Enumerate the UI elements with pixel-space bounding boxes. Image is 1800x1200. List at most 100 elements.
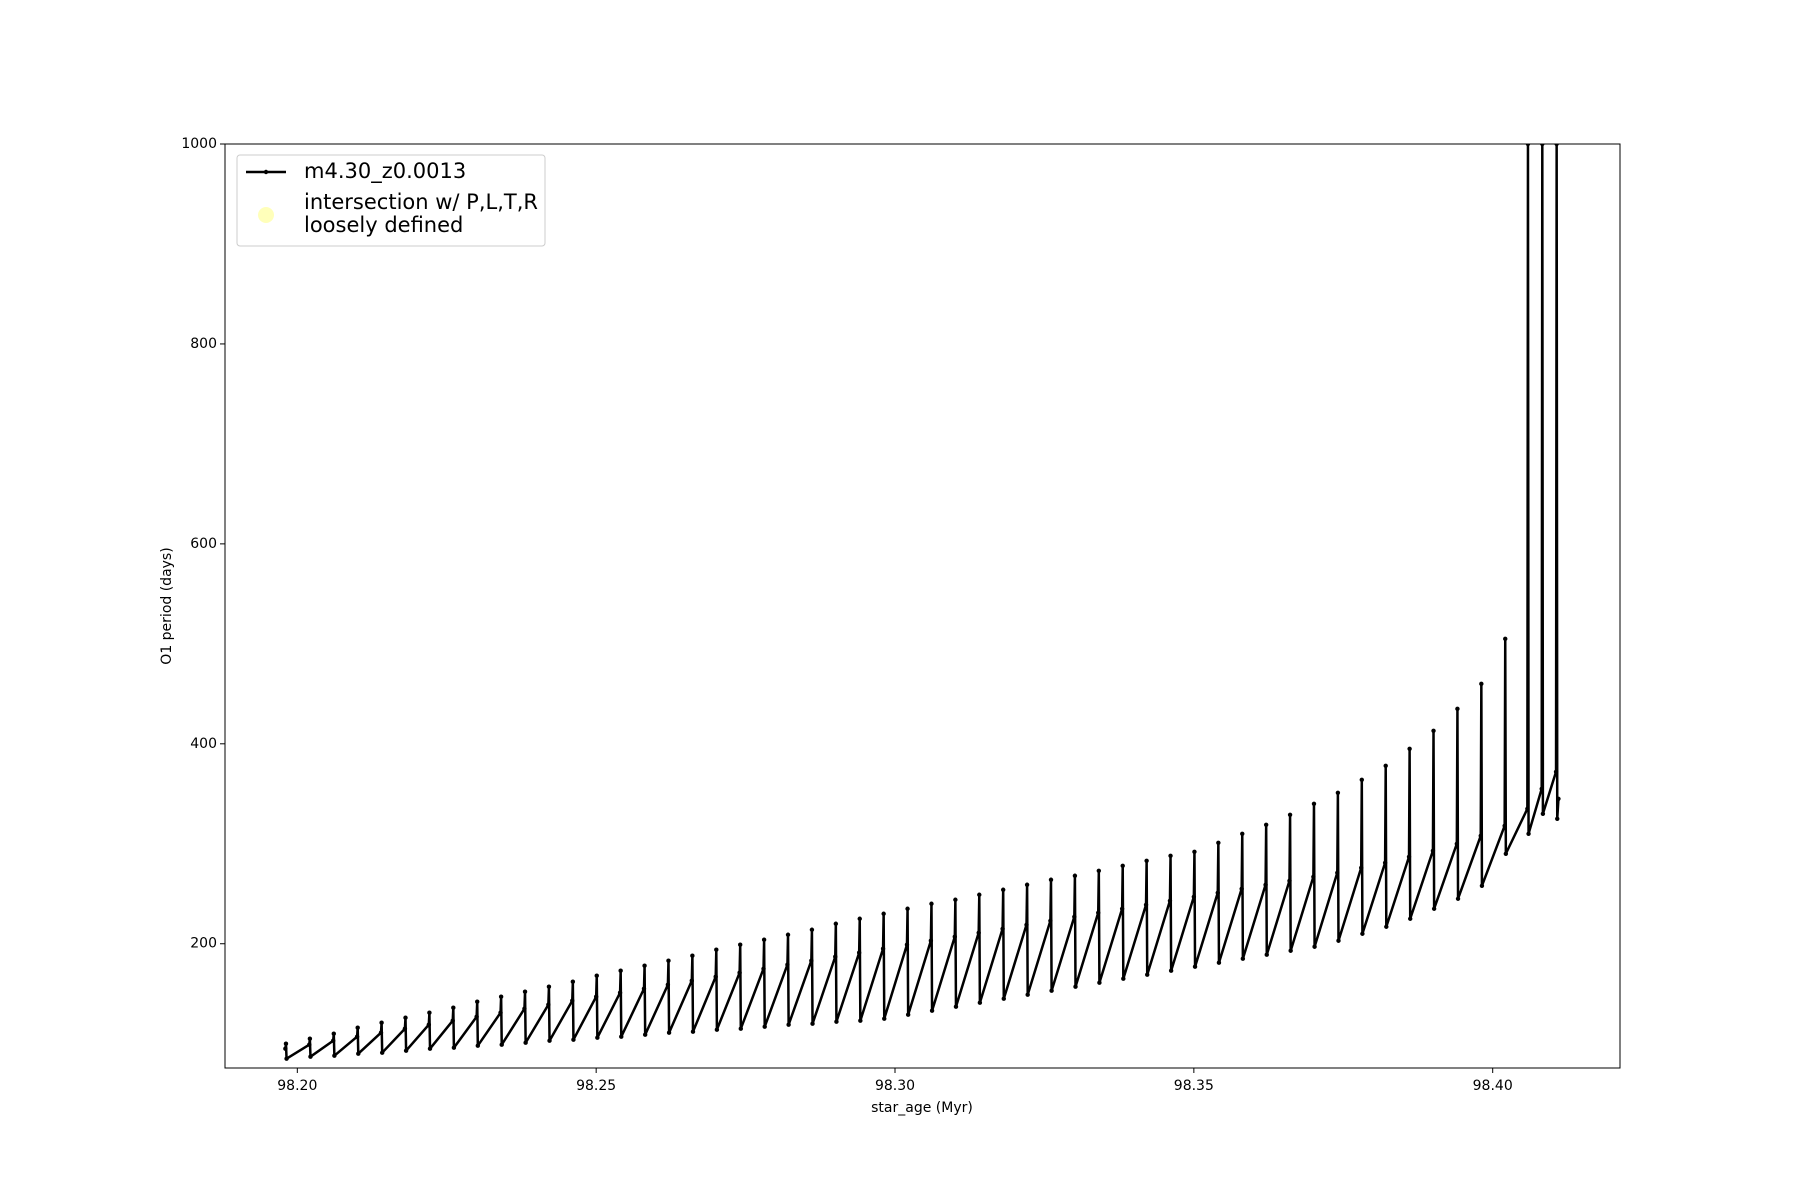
point bbox=[905, 906, 910, 911]
point bbox=[1096, 910, 1101, 915]
point bbox=[1167, 898, 1173, 903]
point bbox=[1408, 916, 1413, 921]
point bbox=[1072, 914, 1077, 919]
point bbox=[1168, 853, 1173, 858]
point bbox=[1144, 858, 1149, 863]
point bbox=[426, 1022, 432, 1027]
point bbox=[403, 1048, 409, 1053]
point bbox=[1384, 924, 1389, 929]
point bbox=[1311, 874, 1316, 879]
y-tick-label: 1000 bbox=[181, 136, 217, 152]
series-line bbox=[284, 144, 1560, 1060]
point bbox=[1382, 860, 1388, 865]
point bbox=[1503, 636, 1508, 642]
point bbox=[1479, 681, 1484, 687]
point bbox=[379, 1020, 384, 1025]
point bbox=[355, 1025, 360, 1030]
point bbox=[1360, 931, 1365, 936]
point bbox=[737, 970, 742, 975]
point bbox=[498, 1010, 503, 1015]
point bbox=[1539, 786, 1544, 791]
point bbox=[570, 998, 575, 1003]
point bbox=[1540, 811, 1546, 816]
point bbox=[1192, 964, 1198, 969]
point bbox=[1216, 960, 1222, 965]
point bbox=[713, 974, 718, 979]
point bbox=[1336, 938, 1341, 943]
point bbox=[762, 1024, 767, 1029]
point bbox=[856, 950, 862, 955]
point bbox=[1454, 841, 1460, 846]
point bbox=[714, 947, 719, 952]
point bbox=[1312, 944, 1317, 949]
point bbox=[1553, 769, 1559, 774]
point bbox=[1000, 887, 1006, 892]
point bbox=[1525, 806, 1530, 811]
point bbox=[1191, 894, 1197, 899]
point bbox=[308, 1054, 313, 1059]
point bbox=[284, 1056, 289, 1061]
point bbox=[427, 1046, 433, 1051]
point bbox=[880, 946, 886, 951]
point bbox=[857, 916, 862, 921]
point bbox=[977, 892, 982, 897]
point bbox=[1216, 840, 1221, 845]
legend-marker bbox=[258, 207, 274, 223]
point bbox=[547, 1038, 552, 1043]
point bbox=[1024, 882, 1030, 887]
point bbox=[690, 953, 695, 958]
point bbox=[666, 1030, 672, 1035]
point bbox=[474, 1014, 479, 1019]
point bbox=[356, 1051, 361, 1056]
point bbox=[929, 1008, 935, 1013]
legend-label: m4.30_z0.0013 bbox=[304, 159, 466, 184]
y-tick-label: 800 bbox=[190, 336, 217, 352]
point bbox=[307, 1042, 312, 1047]
point bbox=[1096, 868, 1102, 873]
point bbox=[785, 932, 791, 937]
point bbox=[642, 1032, 648, 1037]
point bbox=[1335, 870, 1340, 875]
point bbox=[475, 1043, 481, 1048]
point bbox=[858, 1018, 863, 1023]
point bbox=[666, 958, 671, 963]
point bbox=[1431, 906, 1437, 911]
point bbox=[1263, 882, 1268, 887]
point bbox=[403, 1015, 408, 1020]
y-tick-label: 400 bbox=[190, 736, 217, 752]
point bbox=[1479, 883, 1485, 888]
point bbox=[427, 1010, 432, 1015]
point bbox=[523, 1040, 528, 1045]
point bbox=[1556, 796, 1561, 801]
point bbox=[618, 968, 623, 973]
point bbox=[977, 1000, 983, 1005]
point bbox=[1554, 144, 1559, 147]
point bbox=[1240, 956, 1246, 961]
point bbox=[1120, 863, 1125, 868]
point bbox=[1311, 801, 1317, 806]
point bbox=[1072, 873, 1078, 878]
point bbox=[522, 1006, 527, 1011]
point bbox=[1503, 851, 1509, 856]
x-tick-label: 98.35 bbox=[1174, 1078, 1214, 1094]
point bbox=[834, 1019, 839, 1024]
point bbox=[1263, 822, 1269, 827]
point bbox=[283, 1041, 289, 1046]
point bbox=[1264, 952, 1269, 957]
point bbox=[1526, 831, 1531, 836]
point bbox=[1192, 849, 1197, 854]
x-tick-label: 98.20 bbox=[277, 1078, 317, 1094]
y-axis-label: O1 period (days) bbox=[159, 547, 175, 664]
point bbox=[1555, 816, 1560, 821]
point bbox=[1239, 886, 1244, 891]
point bbox=[1455, 706, 1460, 712]
point bbox=[571, 1037, 576, 1042]
point bbox=[1145, 972, 1150, 977]
point bbox=[689, 978, 694, 983]
x-tick-label: 98.25 bbox=[576, 1078, 616, 1094]
point bbox=[785, 962, 790, 967]
point bbox=[641, 986, 647, 991]
point bbox=[1478, 833, 1483, 838]
point bbox=[1000, 926, 1005, 931]
plot-area bbox=[283, 144, 1561, 1061]
